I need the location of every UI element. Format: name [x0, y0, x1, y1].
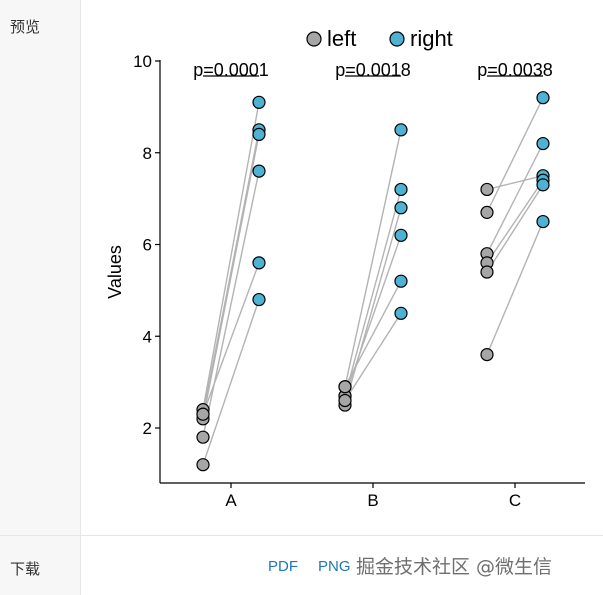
right-point: [252, 292, 266, 307]
download-label: 下载: [10, 560, 41, 578]
png-download-link[interactable]: PNG: [318, 558, 351, 575]
pair-line: [202, 134, 260, 419]
pvalue-label: p=0.0001: [193, 60, 269, 80]
sidebar: 预览 下载: [0, 0, 81, 595]
pair-line: [202, 170, 260, 438]
left-point: [196, 430, 210, 444]
y-tick-label: 4: [143, 327, 152, 346]
pair-line: [344, 129, 402, 387]
left-point: [338, 393, 352, 408]
pair-line: [486, 184, 544, 273]
left-point: [480, 182, 494, 197]
pair-line: [344, 189, 402, 397]
watermark: 掘金技术社区 @微生信: [356, 556, 553, 578]
pair-line: [202, 129, 260, 415]
download-bar: PDF PNG: [81, 536, 603, 595]
x-tick-label: B: [367, 491, 378, 510]
pair-line: [202, 262, 260, 415]
right-point: [394, 306, 408, 320]
right-point: [394, 201, 408, 215]
y-axis-title: Values: [105, 245, 125, 299]
pair-line: [486, 97, 544, 213]
paired-scatter-chart: 2 4 6 8 10 Values Ap=0.0001 Bp=0.0018 Cp=0.0038 l…: [105, 26, 585, 510]
pair-line: [202, 299, 260, 465]
pair-line: [344, 280, 402, 388]
right-point: [536, 214, 550, 229]
pdf-download-link[interactable]: PDF: [268, 558, 298, 575]
left-point: [480, 205, 494, 219]
x-tick-label: A: [225, 491, 237, 510]
divider: [0, 535, 603, 536]
right-point: [252, 127, 266, 141]
pair-line: [202, 102, 260, 410]
pair-line: [486, 179, 544, 264]
left-point: [196, 458, 210, 472]
y-tick-label: 10: [133, 52, 152, 71]
right-point: [536, 91, 550, 105]
pair-line: [486, 143, 544, 254]
pvalue-label: p=0.0018: [335, 60, 411, 80]
right-point: [536, 178, 550, 192]
y-tick-label: 2: [143, 419, 152, 438]
legend-right-marker: [389, 31, 405, 47]
y-tick-label: 6: [143, 236, 152, 255]
right-point: [536, 136, 550, 151]
right-point: [394, 274, 408, 288]
legend-right-label: right: [410, 26, 453, 51]
pvalue-label: p=0.0038: [477, 60, 553, 80]
pair-line: [486, 221, 544, 355]
right-point: [252, 164, 266, 178]
right-point: [252, 256, 266, 270]
pair-line: [344, 207, 402, 406]
left-point: [480, 348, 494, 362]
left-point: [196, 407, 210, 421]
preview-label: 预览: [10, 18, 41, 36]
legend-left-marker: [306, 31, 322, 47]
legend-left-label: left: [327, 26, 356, 51]
y-tick-label: 8: [143, 144, 152, 163]
left-point: [480, 265, 494, 279]
pair-line: [486, 175, 544, 191]
left-point: [338, 380, 352, 394]
right-point: [252, 95, 266, 109]
x-tick-label: C: [509, 491, 521, 510]
right-point: [394, 228, 408, 242]
pair-line: [344, 312, 402, 401]
right-point: [394, 123, 408, 137]
right-point: [394, 182, 408, 197]
